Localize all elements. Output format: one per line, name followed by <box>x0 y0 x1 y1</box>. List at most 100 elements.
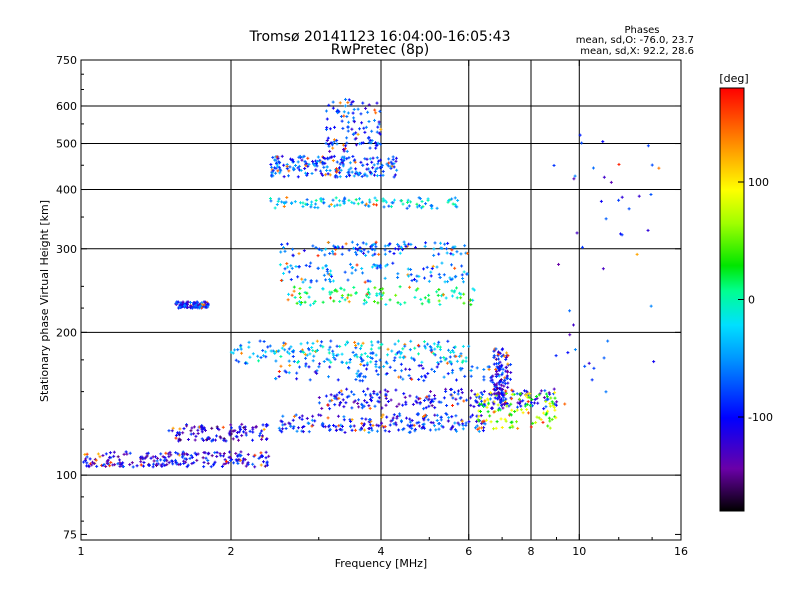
echo-point <box>317 396 321 400</box>
echo-point <box>401 403 405 407</box>
echo-point <box>305 341 309 345</box>
echo-point <box>377 396 381 400</box>
echo-point <box>254 425 258 429</box>
echo-point <box>365 167 369 171</box>
echo-point <box>277 426 281 430</box>
echo-point <box>455 359 459 363</box>
echo-point <box>297 252 301 256</box>
echo-point <box>292 360 296 364</box>
echo-point <box>108 464 112 468</box>
echo-point <box>438 275 442 279</box>
echo-point <box>500 425 504 429</box>
echo-point <box>291 253 295 257</box>
echo-point <box>116 462 120 466</box>
x-axis-label: Frequency [MHz] <box>335 557 427 570</box>
echo-point <box>523 389 527 393</box>
echo-point <box>291 247 295 251</box>
echo-point <box>193 451 197 455</box>
echo-point <box>375 198 379 202</box>
echo-point <box>91 460 95 464</box>
echo-point <box>466 272 470 276</box>
echo-point <box>316 159 320 163</box>
echo-point <box>448 276 452 280</box>
echo-point <box>332 355 336 359</box>
echo-point <box>450 294 454 298</box>
echo-point <box>346 101 350 105</box>
echo-point <box>169 459 173 463</box>
echo-point <box>336 378 340 382</box>
echo-point <box>104 452 108 456</box>
echo-point <box>368 292 372 296</box>
echo-point <box>358 374 362 378</box>
echo-point <box>370 428 374 432</box>
echo-point <box>649 192 653 196</box>
echo-point <box>421 415 425 419</box>
echo-point <box>394 159 398 163</box>
echo-point <box>275 163 279 167</box>
echo-point <box>319 344 323 348</box>
echo-point <box>554 354 558 358</box>
echo-point <box>192 425 196 429</box>
echo-point <box>578 133 582 137</box>
echo-point <box>373 248 377 252</box>
echo-point <box>239 458 243 462</box>
echo-point <box>325 117 329 121</box>
echo-point <box>355 253 359 257</box>
echo-point <box>224 461 228 465</box>
echo-point <box>325 357 329 361</box>
echo-point <box>545 411 549 415</box>
echo-point <box>298 154 302 158</box>
echo-point <box>303 352 307 356</box>
echo-point <box>444 296 448 300</box>
echo-point <box>145 454 149 458</box>
echo-point <box>388 298 392 302</box>
echo-point <box>244 431 248 435</box>
echo-point <box>398 251 402 255</box>
echo-point <box>296 160 300 164</box>
echo-point <box>258 431 262 435</box>
echo-point <box>592 366 596 370</box>
echo-point <box>583 364 587 368</box>
echo-point <box>369 141 373 145</box>
echo-point <box>354 170 358 174</box>
echo-point <box>425 395 429 399</box>
echo-point <box>498 360 502 364</box>
echo-point <box>359 112 363 116</box>
echo-point <box>111 463 115 467</box>
echo-point <box>288 165 292 169</box>
echo-point <box>273 158 277 162</box>
echo-point <box>397 402 401 406</box>
echo-point <box>190 462 194 466</box>
echo-point <box>388 365 392 369</box>
echo-point <box>274 376 278 380</box>
echo-point <box>377 424 381 428</box>
echo-point <box>339 423 343 427</box>
echo-point <box>422 418 426 422</box>
echo-point <box>374 365 378 369</box>
echo-point <box>450 415 454 419</box>
echo-point <box>352 285 356 289</box>
echo-point <box>358 428 362 432</box>
echo-point <box>531 421 535 425</box>
echo-point <box>401 377 405 381</box>
echo-point <box>327 103 331 107</box>
echo-point <box>432 253 436 257</box>
echo-point <box>477 409 481 413</box>
echo-point <box>251 462 255 466</box>
echo-point <box>352 116 356 120</box>
echo-point <box>408 348 412 352</box>
echo-point <box>301 201 305 205</box>
echo-point <box>421 366 425 370</box>
echo-point <box>175 301 179 305</box>
echo-point <box>415 421 419 425</box>
echo-point <box>392 413 396 417</box>
echo-point <box>432 369 436 373</box>
echo-point <box>381 169 385 173</box>
echo-point <box>361 163 365 167</box>
echo-point <box>479 409 483 413</box>
echo-point <box>482 378 486 382</box>
echo-point <box>416 413 420 417</box>
echo-point <box>364 125 368 129</box>
echo-point <box>276 349 280 353</box>
echo-point <box>601 140 605 144</box>
